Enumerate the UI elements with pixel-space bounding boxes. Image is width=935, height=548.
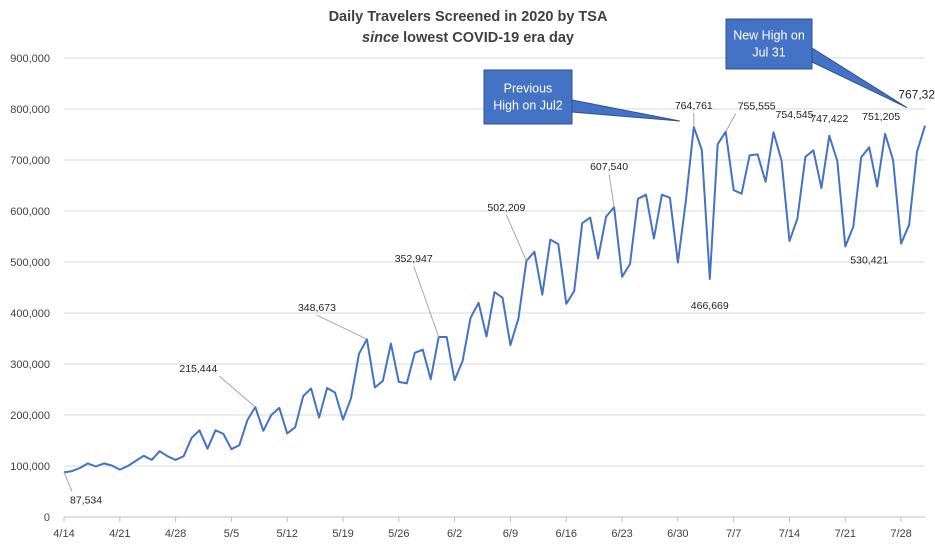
data-label-leader [316, 314, 368, 340]
data-label: 764,761 [675, 100, 713, 112]
callout-box: Previous High on Jul2 [483, 69, 680, 125]
callout-text: Jul 31 [752, 46, 785, 60]
data-label: 751,205 [862, 111, 900, 123]
data-label-leader [63, 472, 73, 492]
data-label: 754,545 [776, 109, 814, 121]
chart-subtitle-rest: lowest COVID-19 era day [399, 30, 574, 46]
y-tick-label: 100,000 [10, 461, 50, 473]
callout-text: High on Jul2 [493, 99, 563, 113]
callout-pointer [571, 99, 680, 122]
callout-rect [725, 18, 813, 70]
data-label: 502,209 [487, 202, 525, 214]
callout-rect [483, 69, 573, 125]
data-label: 352,947 [395, 253, 433, 265]
y-tick-label: 200,000 [10, 410, 50, 422]
y-tick-label: 900,000 [10, 53, 50, 65]
y-tick-label: 400,000 [10, 308, 50, 320]
data-label: 466,669 [691, 300, 729, 312]
y-tick-label: 600,000 [10, 206, 50, 218]
data-label: 87,534 [70, 494, 102, 506]
callout-pointer [811, 47, 908, 109]
x-tick-label: 5/26 [388, 528, 409, 540]
y-tick-label: 0 [44, 512, 50, 524]
x-tick-label: 4/28 [165, 528, 186, 540]
y-tick-label: 700,000 [10, 155, 50, 167]
series-line [63, 125, 926, 474]
y-tick-label: 300,000 [10, 359, 50, 371]
axes: 0 100,000 200,000 300,000 400,000 500,000 600,… [10, 53, 925, 540]
x-tick-label: 6/2 [447, 528, 462, 540]
data-label-leader [219, 375, 256, 408]
data-label: 215,444 [179, 363, 217, 375]
callout-text: Previous [504, 82, 553, 96]
y-tick-label: 500,000 [10, 257, 50, 269]
y-tick-label: 800,000 [10, 104, 50, 116]
x-tick-label: 6/16 [556, 528, 577, 540]
data-label: 747,422 [810, 113, 848, 125]
series-line-layer [63, 125, 926, 474]
gridlines [64, 57, 925, 467]
x-tick-label: 4/21 [109, 528, 130, 540]
x-tick-label: 7/14 [779, 528, 800, 540]
x-tick-label: 5/19 [332, 528, 353, 540]
callouts: Previous High on Jul2 New High on Jul 31 [483, 18, 908, 125]
data-label: 530,421 [850, 254, 888, 266]
chart-subtitle: since lowest COVID-19 era day [362, 30, 574, 46]
x-tick-label: 7/7 [726, 528, 741, 540]
data-label-leader [413, 265, 440, 338]
data-label-leader [725, 113, 737, 132]
x-tick-label: 4/14 [53, 528, 74, 540]
data-label: 607,540 [590, 161, 628, 173]
chart-title: Daily Travelers Screened in 2020 by TSA [329, 9, 608, 25]
data-label: 348,673 [298, 302, 336, 314]
data-label-leader [505, 214, 527, 262]
x-tick-label: 6/30 [667, 528, 688, 540]
data-label-leader [608, 174, 615, 208]
data-labels: 87,534 215,444 348,673 352,947 502,209 607,54… [63, 88, 935, 506]
x-tick-label: 6/9 [503, 528, 518, 540]
x-tick-label: 7/28 [890, 528, 911, 540]
data-label: 755,555 [738, 101, 776, 113]
callout-text: New High on [733, 29, 805, 43]
data-label: 767,320 [898, 88, 935, 102]
x-tick-label: 6/23 [611, 528, 632, 540]
chart-subtitle-emphasis: since [362, 30, 399, 46]
x-tick-label: 7/21 [835, 528, 856, 540]
x-tick-label: 5/5 [224, 528, 239, 540]
callout-box: New High on Jul 31 [725, 18, 908, 109]
x-tick-label: 5/12 [277, 528, 298, 540]
